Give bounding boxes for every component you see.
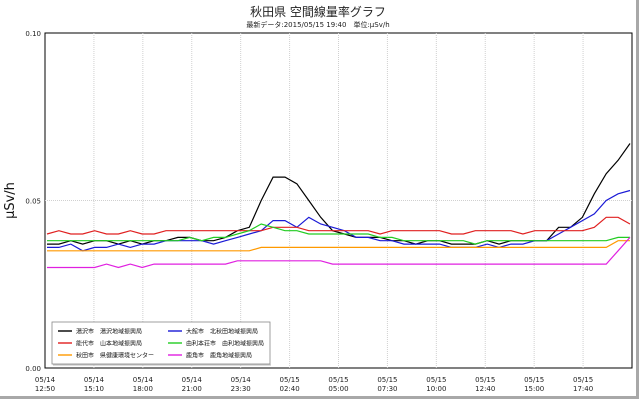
- plot-area: [44, 32, 633, 369]
- x-tick-time: 12:40: [475, 385, 495, 393]
- x-tick-date: 05/14: [182, 376, 203, 384]
- legend-label: 湯沢市 湯沢地域振興局: [76, 328, 142, 336]
- legend-label: 秋田市 県健康環境センター: [76, 352, 154, 360]
- x-tick-time: 10:00: [426, 385, 446, 393]
- x-tick-date: 05/15: [279, 376, 299, 384]
- x-tick-date: 05/14: [231, 376, 252, 384]
- legend-label: 由利本荘市 由利地域振興局: [186, 340, 264, 348]
- series-line: [47, 223, 630, 245]
- x-tick-time: 17:40: [573, 385, 593, 393]
- y-tick-label: 0.10: [25, 30, 41, 38]
- legend-label: 大館市 北秋田地域振興局: [186, 328, 258, 336]
- x-tick-time: 15:10: [84, 385, 104, 393]
- series-line: [47, 240, 630, 252]
- legend-label: 能代市 山本地域振興局: [76, 340, 142, 348]
- y-tick-label: 0.05: [25, 198, 41, 206]
- y-tick-label: 0.00: [25, 365, 41, 373]
- legend-label: 鹿角市 鹿角地域振興局: [186, 352, 252, 360]
- series-line: [46, 216, 631, 235]
- y-axis-label: μSv/h: [3, 182, 18, 219]
- x-tick-date: 05/15: [475, 376, 495, 384]
- series-line: [47, 237, 631, 269]
- x-tick-time: 15:00: [524, 385, 544, 393]
- x-tick-time: 07:30: [377, 385, 397, 393]
- chart-title: 秋田県 空間線量率グラフ: [250, 5, 386, 19]
- x-tick-time: 05:00: [328, 385, 348, 393]
- x-tick-date: 05/15: [524, 376, 544, 384]
- x-tick-time: 02:40: [279, 385, 299, 393]
- x-tick-time: 23:30: [231, 385, 251, 393]
- x-tick-date: 05/15: [377, 376, 397, 384]
- x-tick-date: 05/14: [35, 376, 56, 384]
- x-tick-date: 05/14: [84, 376, 105, 384]
- x-tick-date: 05/14: [133, 376, 154, 384]
- legend-box: [51, 321, 271, 365]
- x-tick-date: 05/15: [573, 376, 593, 384]
- x-tick-time: 21:00: [182, 385, 202, 393]
- chart-subtitle: 最新データ:2015/05/15 19:40 単位:μSv/h: [246, 21, 390, 29]
- x-tick-time: 18:00: [133, 385, 153, 393]
- x-tick-date: 05/15: [328, 376, 348, 384]
- x-tick-time: 12:50: [35, 385, 55, 393]
- x-tick-date: 05/15: [426, 376, 446, 384]
